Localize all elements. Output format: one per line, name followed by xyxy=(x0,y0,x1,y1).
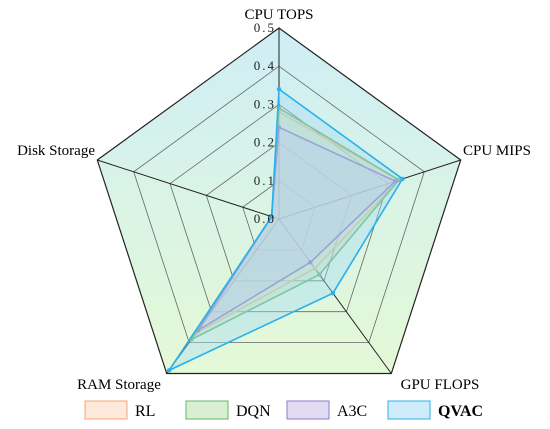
legend-swatch xyxy=(286,400,330,420)
tick-label: 0.3 xyxy=(254,96,276,111)
data-point xyxy=(276,86,282,92)
tick-label: 0.5 xyxy=(254,20,276,35)
axis-label-gpu-flops: GPU FLOPS xyxy=(401,377,480,393)
data-point xyxy=(269,214,274,219)
data-point xyxy=(276,125,282,130)
legend-label: RL xyxy=(135,403,155,420)
data-point xyxy=(396,177,402,183)
data-point xyxy=(312,266,318,271)
legend-item-qvac[interactable]: QVAC xyxy=(387,400,483,420)
legend-label: A3C xyxy=(337,403,367,420)
data-point xyxy=(317,272,322,277)
legend-item-a3c[interactable]: A3C xyxy=(286,400,367,420)
axis-spoke xyxy=(166,218,280,374)
series-qvac xyxy=(166,86,405,373)
tick-label: 0.1 xyxy=(254,173,276,188)
legend-label: DQN xyxy=(236,403,271,420)
axis-spoke xyxy=(278,159,461,220)
grid-ring xyxy=(96,27,462,375)
data-point xyxy=(166,368,172,373)
data-point xyxy=(330,291,336,296)
axis-label-disk-storage: Disk Storage xyxy=(17,143,95,159)
tick-label: 0.2 xyxy=(254,135,276,150)
legend-item-rl[interactable]: RL xyxy=(84,400,155,420)
legend-swatch xyxy=(185,400,229,420)
legend-swatch xyxy=(387,400,431,420)
data-point xyxy=(393,179,398,184)
grid-ring xyxy=(242,180,316,251)
legend-label: QVAC xyxy=(438,403,483,420)
axis-label-cpu-tops: CPU TOPS xyxy=(244,7,313,23)
tick-label: 0.0 xyxy=(254,211,276,226)
axis-label-ram-storage: RAM Storage xyxy=(77,377,161,393)
legend-swatch xyxy=(84,400,128,420)
axis-spoke xyxy=(278,218,392,374)
data-point xyxy=(308,260,313,265)
axis-spoke xyxy=(97,159,280,220)
axis-label-cpu-mips: CPU MIPS xyxy=(463,143,531,159)
grid-ring xyxy=(169,103,389,313)
data-point xyxy=(400,176,405,182)
legend-item-dqn[interactable]: DQN xyxy=(185,400,271,420)
series-area xyxy=(166,87,404,373)
tick-label: 0.4 xyxy=(254,58,276,73)
grid-ring xyxy=(133,65,425,344)
